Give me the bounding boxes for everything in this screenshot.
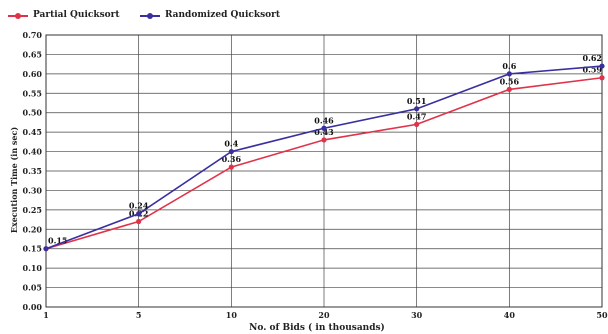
- data-point: [321, 137, 327, 143]
- x-tick-label: 5: [136, 310, 142, 320]
- data-label: 0.59: [583, 65, 603, 75]
- y-tick-label: 0.65: [23, 49, 42, 59]
- data-point: [599, 63, 605, 69]
- data-label: 0.24: [129, 201, 149, 211]
- x-tick-label: 20: [318, 310, 330, 320]
- data-label: 0.51: [407, 96, 426, 106]
- y-tick-label: 0.55: [23, 88, 42, 98]
- y-tick-label: 0.00: [23, 302, 43, 312]
- data-point: [228, 164, 234, 170]
- x-tick-label: 1: [43, 310, 49, 320]
- y-axis-label: Execution Time (in sec): [9, 127, 19, 234]
- y-tick-label: 0.60: [23, 69, 43, 79]
- x-tick-label: 50: [596, 310, 608, 320]
- data-label: 0.56: [500, 76, 520, 86]
- legend-label-randomized: Randomized Quicksort: [165, 10, 281, 20]
- data-label: 0.36: [222, 154, 242, 164]
- series-1: 0.24 0.4 0.46 0.51 0.6 0.62: [43, 53, 605, 252]
- x-axis-label: No. of Bids ( in thousands): [249, 322, 385, 333]
- x-tick-label: 40: [504, 310, 516, 320]
- y-tick-label: 0.35: [23, 166, 42, 176]
- y-tick-label: 0.30: [23, 185, 43, 195]
- data-point: [321, 125, 327, 131]
- y-tick-label: 0.25: [23, 205, 42, 215]
- data-label: 0.62: [583, 53, 602, 63]
- axes: [45, 34, 603, 308]
- data-point: [599, 75, 605, 81]
- y-tick-label: 0.15: [23, 244, 42, 254]
- data-label: 0.4: [224, 139, 238, 149]
- y-tick-label: 0.10: [23, 263, 43, 273]
- data-point: [506, 71, 512, 77]
- data-series: 0.150.220.360.430.470.560.590.240.40.460…: [43, 53, 605, 252]
- data-point: [414, 106, 420, 112]
- data-label: 0.46: [314, 115, 334, 125]
- y-tick-label: 0.45: [23, 127, 42, 137]
- y-tick-label: 0.40: [23, 147, 43, 157]
- x-tick-label: 30: [411, 310, 423, 320]
- y-tick-label: 0.20: [23, 224, 43, 234]
- data-point: [136, 218, 142, 225]
- data-label: 0.43: [314, 127, 334, 137]
- y-tick-label: 0.70: [23, 30, 43, 40]
- data-point: [228, 148, 234, 155]
- x-tick-label: 10: [226, 310, 238, 320]
- legend-marker-partial-icon: [15, 13, 21, 19]
- y-tick-label: 0.50: [23, 108, 43, 118]
- data-point: [506, 86, 512, 92]
- data-point: [43, 246, 49, 252]
- y-axis-ticks: 0.00 0.05 0.10 0.15 0.20 0.25 0.30 0.35 0.40 0.45…: [23, 30, 43, 312]
- plot-frame: [45, 34, 603, 308]
- data-label: 0.47: [407, 111, 426, 121]
- data-point: [414, 121, 420, 127]
- x-axis-ticks: 1 5 10 20 30 40 50: [43, 310, 608, 320]
- legend-marker-randomized-icon: [147, 13, 153, 19]
- data-label: 0.15: [48, 236, 67, 246]
- data-point: [136, 211, 142, 217]
- data-label: 0.6: [502, 61, 516, 71]
- legend-label-partial: Partial Quicksort: [33, 10, 120, 20]
- y-tick-label: 0.05: [23, 283, 42, 293]
- series-0: 0.150.220.360.430.470.560.59: [43, 65, 605, 252]
